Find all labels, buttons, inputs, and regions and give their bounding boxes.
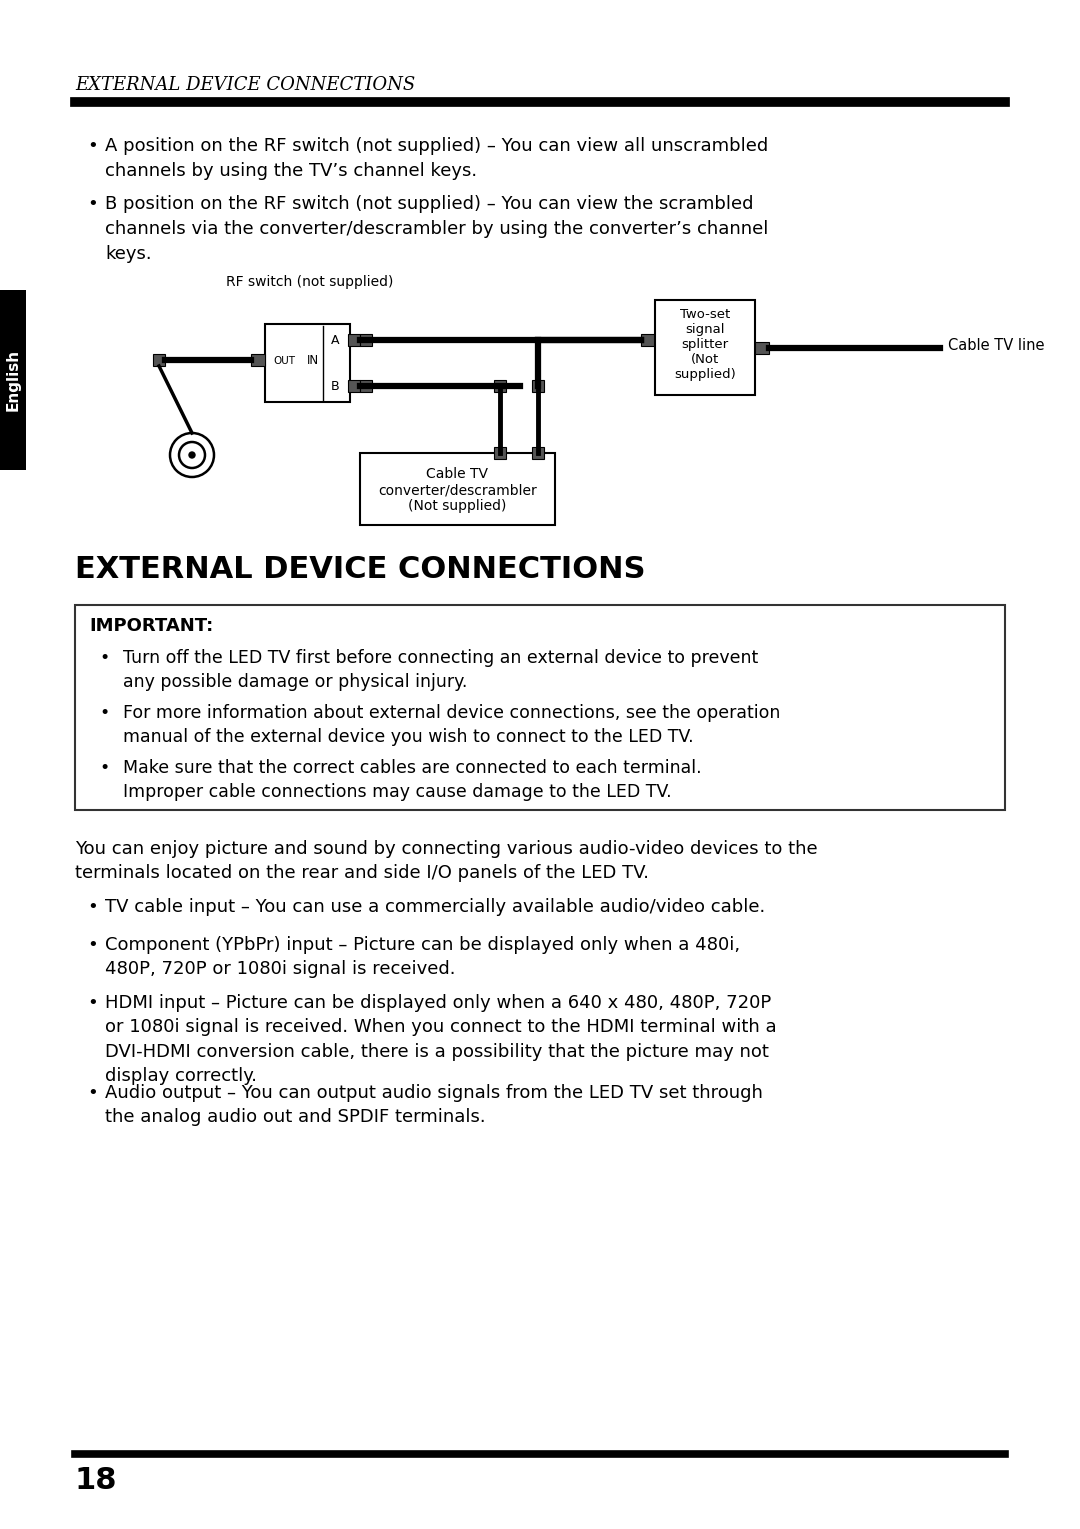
Bar [265,324,350,402]
Text: Cable TV: Cable TV [427,466,488,482]
Bar [532,446,544,459]
Text: signal: signal [685,323,725,336]
Circle shape [189,453,195,459]
Text: (Not: (Not [691,353,719,365]
Text: splitter: splitter [681,338,729,352]
Text: Cable TV line: Cable TV line [948,338,1044,353]
Bar [75,605,1005,810]
Bar [153,355,165,365]
Text: OUT: OUT [273,356,295,365]
Text: English: English [5,349,21,411]
Text: Audio output – You can output audio signals from the LED TV set through
the anal: Audio output – You can output audio sign… [105,1084,762,1127]
Bar [348,333,360,346]
Text: Two-set: Two-set [680,307,730,321]
Text: converter/descrambler: converter/descrambler [378,483,537,497]
Text: IN: IN [307,355,319,367]
Bar [348,381,360,391]
Bar [0,291,26,469]
Text: Turn off the LED TV first before connecting an external device to prevent
any po: Turn off the LED TV first before connect… [123,648,758,691]
Text: B: B [330,379,339,393]
Text: •: • [87,196,98,213]
Bar [360,381,372,391]
Text: •: • [87,138,98,154]
Text: B position on the RF switch (not supplied) – You can view the scrambled
channels: B position on the RF switch (not supplie… [105,196,768,263]
Text: •: • [87,994,98,1012]
Bar [755,341,769,353]
Text: RF switch (not supplied): RF switch (not supplied) [227,275,394,289]
Text: A: A [330,333,339,347]
Bar [654,300,755,394]
Text: (Not supplied): (Not supplied) [408,498,507,514]
Text: IMPORTANT:: IMPORTANT: [89,618,213,635]
Bar [251,355,265,365]
Text: You can enjoy picture and sound by connecting various audio-video devices to the: You can enjoy picture and sound by conne… [75,839,818,882]
Text: •: • [99,703,109,722]
Text: •: • [87,898,98,916]
Text: EXTERNAL DEVICE CONNECTIONS: EXTERNAL DEVICE CONNECTIONS [75,76,415,93]
Text: supplied): supplied) [674,368,735,381]
Text: TV cable input – You can use a commercially available audio/video cable.: TV cable input – You can use a commercia… [105,898,766,916]
Text: Component (YPbPr) input – Picture can be displayed only when a 480i,
480P, 720P : Component (YPbPr) input – Picture can be… [105,936,740,979]
Bar [494,381,507,391]
Text: •: • [99,648,109,667]
Bar [532,381,544,391]
Bar [494,446,507,459]
Text: A position on the RF switch (not supplied) – You can view all unscrambled
channe: A position on the RF switch (not supplie… [105,138,768,180]
Text: For more information about external device connections, see the operation
manual: For more information about external devi… [123,703,781,746]
Text: HDMI input – Picture can be displayed only when a 640 x 480, 480P, 720P
or 1080i: HDMI input – Picture can be displayed on… [105,994,777,1086]
Text: Make sure that the correct cables are connected to each terminal.
Improper cable: Make sure that the correct cables are co… [123,758,702,801]
Bar [360,333,372,346]
Text: •: • [87,1084,98,1102]
Text: 18: 18 [75,1466,118,1495]
Text: •: • [87,936,98,954]
Bar [642,333,654,346]
Bar [360,453,555,524]
Text: EXTERNAL DEVICE CONNECTIONS: EXTERNAL DEVICE CONNECTIONS [75,555,646,584]
Text: •: • [99,758,109,777]
